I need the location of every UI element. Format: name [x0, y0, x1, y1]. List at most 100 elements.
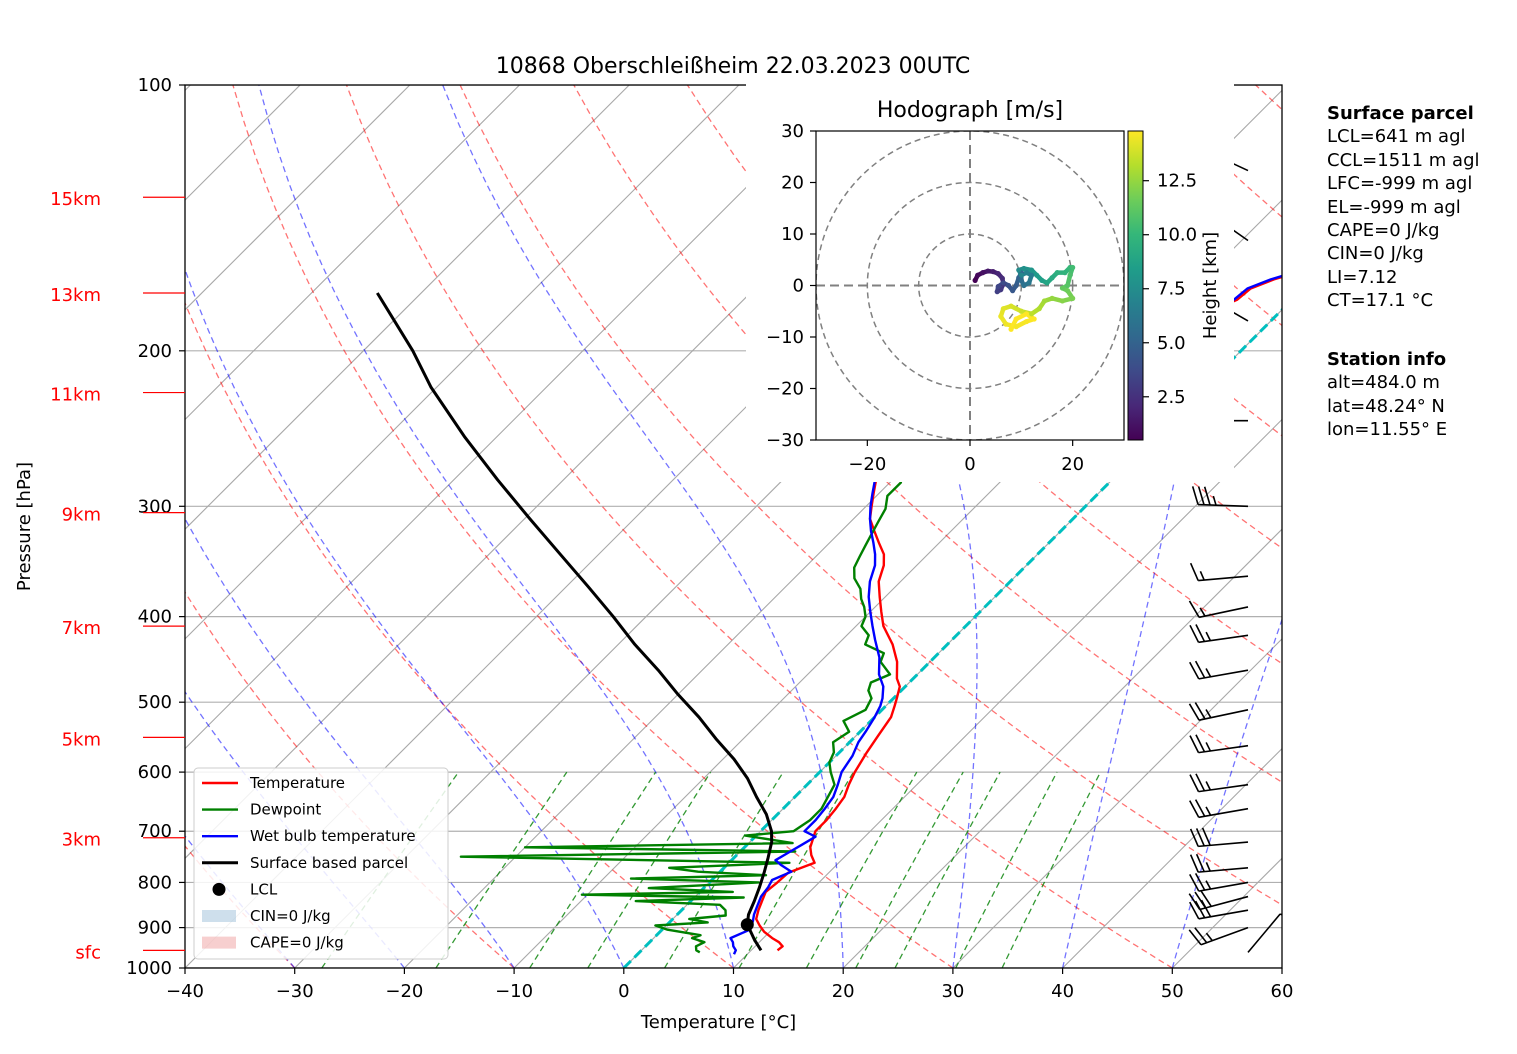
barb-flag: [1195, 828, 1205, 847]
barb-flag: [1188, 929, 1202, 946]
barb-staff: [1198, 909, 1249, 920]
hodograph-point: [1070, 295, 1076, 301]
isotherm-line: [185, 85, 740, 640]
station-info-heading: Station info: [1327, 349, 1447, 370]
wind-barb: [1189, 799, 1249, 819]
barb-half-flag: [1212, 495, 1217, 506]
hodograph-point: [1041, 298, 1048, 304]
hodograph-point: [975, 272, 981, 278]
hodograph-point: [1064, 282, 1071, 289]
hodograph-point: [1070, 264, 1076, 271]
y-tick-label: 800: [138, 872, 172, 893]
hodograph-point: [1023, 318, 1030, 325]
x-tick-label: 40: [1051, 981, 1074, 1002]
barb-flag: [1189, 562, 1199, 581]
hodograph-point: [1062, 270, 1068, 276]
barb-staff: [1198, 744, 1249, 754]
surface-parcel-cin: CIN=0 J/kg: [1327, 243, 1424, 265]
hodograph-point: [1005, 282, 1012, 289]
station-longitude: lon=11.55° E: [1327, 419, 1448, 441]
y-tick-label: 700: [138, 821, 172, 842]
barb-staff: [1198, 807, 1249, 819]
isotherm-line: [952, 638, 1282, 968]
mixing-ratio-line: [805, 771, 918, 968]
y-tick-label: 200: [138, 341, 172, 362]
barb-staff: [1199, 895, 1249, 911]
x-tick-label: 60: [1271, 981, 1294, 1002]
hodograph-point: [1013, 324, 1019, 330]
barb-flag: [1189, 828, 1199, 847]
isotherm-line: [733, 418, 1282, 968]
wetbulb-profile: [729, 274, 1282, 955]
barb-staff: [1198, 709, 1249, 721]
surface-parcel-li: LI=7.12: [1327, 266, 1398, 288]
legend-label: Temperature: [249, 774, 345, 792]
wind-barb: [1189, 562, 1249, 582]
mixing-ratio-line: [855, 771, 964, 968]
wind-barb: [1247, 913, 1282, 953]
isotherm-line: [185, 85, 411, 311]
isotherm-line: [842, 528, 1282, 968]
parcel-profile: [376, 292, 774, 952]
hodograph-point: [1021, 282, 1027, 289]
barb-flag: [1191, 486, 1199, 505]
barb-half-flag: [1205, 631, 1212, 641]
x-tick-label: −30: [276, 981, 314, 1002]
mixing-ratio-line: [664, 771, 784, 968]
hodograph-plot-area: [816, 131, 1124, 440]
barb-flag: [1188, 600, 1200, 618]
barb-flag: [1194, 660, 1206, 679]
hodograph-point: [1044, 280, 1050, 286]
legend-label: LCL: [250, 880, 278, 898]
hodograph-point: [1036, 306, 1042, 312]
hodograph-y-tick-label: −20: [766, 379, 804, 400]
height-label: sfc: [75, 942, 101, 963]
barb-staff: [1247, 913, 1281, 953]
barb-staff: [1198, 606, 1249, 619]
wind-barb: [1189, 873, 1249, 892]
legend-swatch: [202, 936, 236, 949]
isotherm-line: [185, 85, 630, 530]
surface-parcel-lcl: LCL=641 m agl: [1327, 126, 1466, 148]
surface-parcel-panel: Surface parcel LCL=641 m agl CCL=1511 m …: [1327, 102, 1480, 313]
y-tick-label: 1000: [126, 958, 172, 979]
hodograph-point: [1054, 270, 1060, 276]
height-label: 15km: [50, 189, 101, 210]
hodograph-point: [1003, 321, 1009, 327]
y-tick-label: 100: [138, 75, 172, 96]
hodograph-point: [1029, 311, 1035, 317]
hodograph-point: [1000, 306, 1006, 312]
chart-title: 10868 Oberschleißheim 22.03.2023 00UTC: [496, 54, 971, 79]
legend-label: Surface based parcel: [250, 854, 408, 872]
x-tick-label: −10: [495, 981, 533, 1002]
hodograph-y-tick-label: 30: [781, 121, 804, 142]
hodograph-point: [1026, 280, 1032, 286]
hodograph-point: [1029, 272, 1035, 278]
hodograph-point: [1021, 265, 1027, 272]
barb-staff: [1198, 841, 1249, 848]
surface-parcel-lfc: LFC=-999 m agl: [1327, 173, 1473, 195]
barb-flag: [1195, 624, 1206, 642]
y-tick-label: 500: [138, 692, 172, 713]
hodograph-point: [1049, 275, 1055, 281]
barb-flag: [1189, 735, 1200, 753]
hodograph-y-tick-label: −10: [766, 327, 804, 348]
x-tick-label: 20: [832, 981, 855, 1002]
barb-flag: [1188, 703, 1200, 721]
moist-adiabat: [442, 85, 844, 968]
hodograph-point: [985, 268, 991, 274]
isotherm-line: [513, 199, 1282, 968]
lcl-marker: [740, 918, 754, 932]
dry-adiabat: [185, 301, 734, 968]
mixing-ratio-line: [587, 771, 712, 968]
barb-half-flag: [1205, 781, 1212, 791]
legend-box: [193, 767, 449, 960]
hodograph-y-tick-label: −30: [766, 430, 804, 451]
mixing-ratio-line: [894, 771, 1001, 968]
colorbar-tick-label: 5.0: [1157, 333, 1186, 354]
hodograph-point: [1059, 298, 1065, 304]
isotherm-line: [185, 85, 520, 421]
station-altitude: alt=484.0 m: [1327, 372, 1440, 394]
barb-flag: [1194, 873, 1206, 891]
